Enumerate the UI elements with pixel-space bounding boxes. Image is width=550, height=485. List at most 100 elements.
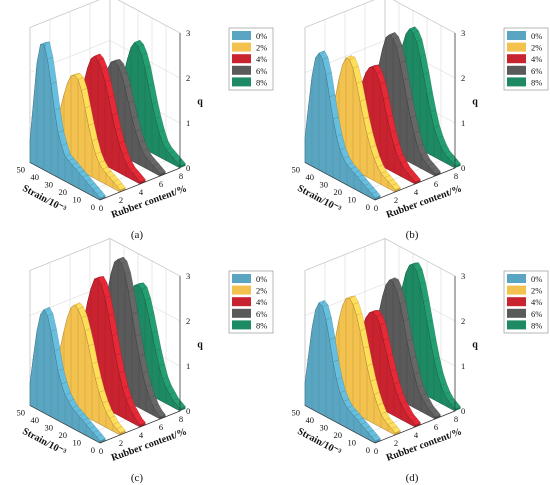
legend-label: 8% <box>531 320 542 330</box>
legend-swatch <box>232 65 251 75</box>
z-tick-label: 3 <box>461 28 465 38</box>
legend: 0% 2%4% 6%8% <box>503 270 549 334</box>
y-tick-label: 30 <box>45 180 54 190</box>
series-end-cap <box>395 187 401 192</box>
x-tick-label: 4 <box>414 187 419 197</box>
x-axis-line <box>374 410 456 444</box>
x-tick-label: 4 <box>139 187 144 197</box>
series-end-cap <box>160 414 166 419</box>
series-end-cap <box>180 163 186 168</box>
y-tick-label: 40 <box>31 172 40 182</box>
y-tick-label: 50 <box>292 165 301 175</box>
series-end-cap <box>180 406 186 411</box>
y-axis-line <box>304 162 376 201</box>
y-tick-label: 30 <box>320 423 329 433</box>
legend-swatch <box>232 42 251 52</box>
x-tick-label: 8 <box>179 414 183 424</box>
legend: 0% 2%4% 6%8% <box>503 27 549 91</box>
panel-caption: (b) <box>406 229 419 241</box>
legend-label: 0% <box>256 274 267 284</box>
legend-label: 4% <box>256 54 267 64</box>
legend-label: 2% <box>256 43 267 53</box>
z-axis-title: q <box>197 340 203 351</box>
x-tick-label: 6 <box>159 179 163 189</box>
y-axis-line <box>29 405 101 444</box>
z-tick-label: 3 <box>186 28 190 38</box>
z-tick-label: 0 <box>461 163 465 173</box>
x-tick-label: 2 <box>394 195 398 205</box>
series-end-cap <box>120 187 126 192</box>
y-tick-label: 10 <box>73 438 82 448</box>
z-axis-title: q <box>472 97 478 108</box>
series-wall <box>304 52 376 201</box>
x-axis-line <box>99 410 181 444</box>
legend-swatch <box>232 54 251 64</box>
z-tick-label: 2 <box>186 316 190 326</box>
x-axis-line <box>374 167 456 201</box>
y-tick-label: 20 <box>59 187 68 197</box>
legend-swatch <box>232 320 251 330</box>
x-axis-line <box>99 167 181 201</box>
legend-label: 0% <box>531 274 542 284</box>
z-tick-label: 3 <box>186 271 190 281</box>
legend-label: 4% <box>531 54 542 64</box>
series-end-cap <box>415 179 421 184</box>
legend-label: 6% <box>531 309 542 319</box>
y-tick-label: 40 <box>306 172 315 182</box>
series-0pct <box>29 306 106 444</box>
x-tick-label: 6 <box>159 422 163 432</box>
y-tick-label: 20 <box>59 430 68 440</box>
y-tick-label: 10 <box>73 195 82 205</box>
x-tick-label: 4 <box>139 430 144 440</box>
y-axis-line <box>29 162 101 201</box>
x-tick-label: 0 <box>99 203 103 213</box>
y-axis-line <box>304 405 376 444</box>
x-tick-label: 6 <box>434 422 438 432</box>
x-tick-label: 8 <box>454 414 458 424</box>
y-tick-label: 40 <box>306 415 315 425</box>
gridline-q <box>304 0 456 34</box>
x-tick-label: 2 <box>119 195 123 205</box>
series-end-cap <box>455 406 461 411</box>
z-axis-title: q <box>472 340 478 351</box>
series-end-cap <box>435 171 441 176</box>
legend-swatch <box>507 274 526 283</box>
z-tick-label: 2 <box>461 316 465 326</box>
z-tick-label: 1 <box>186 118 190 128</box>
legend-label: 2% <box>256 286 267 296</box>
legend-swatch <box>507 42 526 52</box>
x-tick-label: 0 <box>374 446 378 456</box>
y-tick-label: 50 <box>292 408 301 418</box>
series-wall <box>304 302 376 444</box>
series-end-cap <box>455 163 461 168</box>
y-tick-label: 40 <box>31 415 40 425</box>
legend-swatch <box>507 65 526 75</box>
x-tick-label: 2 <box>394 438 398 448</box>
series-0pct <box>304 50 381 201</box>
series-end-cap <box>435 414 441 419</box>
series-end-cap <box>100 195 106 200</box>
legend-label: 2% <box>531 286 542 296</box>
y-tick-label: 10 <box>348 195 357 205</box>
series-0pct <box>304 300 381 444</box>
legend-swatch <box>507 31 526 40</box>
legend-label: 8% <box>531 77 542 87</box>
legend-swatch <box>507 77 526 87</box>
y-tick-label: 20 <box>334 430 343 440</box>
legend-label: 8% <box>256 77 267 87</box>
z-tick-label: 0 <box>186 163 190 173</box>
legend-label: 0% <box>256 31 267 41</box>
series-end-cap <box>160 171 166 176</box>
legend-label: 4% <box>531 297 542 307</box>
y-tick-label: 20 <box>334 187 343 197</box>
y-tick-label: 50 <box>17 165 26 175</box>
gridline-q <box>29 0 181 34</box>
z-tick-label: 0 <box>186 406 190 416</box>
legend-swatch <box>507 285 526 295</box>
legend-swatch <box>232 285 251 295</box>
legend-label: 6% <box>256 309 267 319</box>
y-tick-label: 0 <box>91 202 95 212</box>
